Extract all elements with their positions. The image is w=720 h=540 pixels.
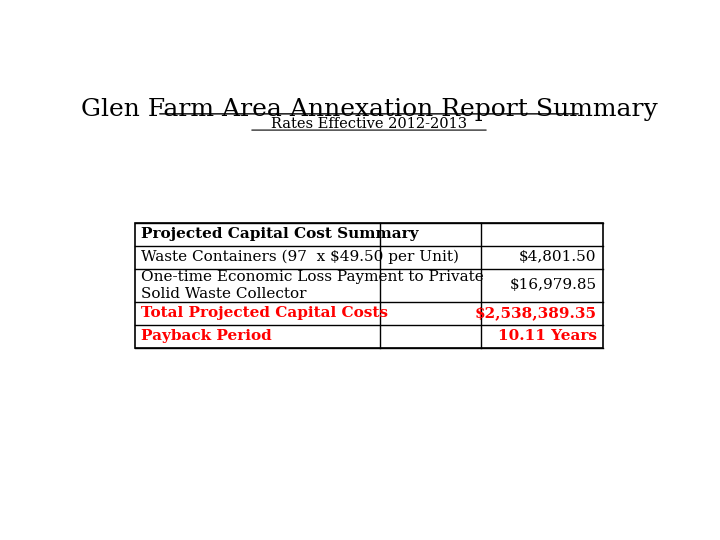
Text: $16,979.85: $16,979.85 xyxy=(510,278,597,292)
Text: $4,801.50: $4,801.50 xyxy=(519,250,597,264)
Text: $2,538,389.35: $2,538,389.35 xyxy=(474,306,597,320)
Text: Waste Containers (97  x $49.50 per Unit): Waste Containers (97 x $49.50 per Unit) xyxy=(141,250,459,264)
Text: 10.11 Years: 10.11 Years xyxy=(498,329,597,343)
Text: Glen Farm Area Annexation Report Summary: Glen Farm Area Annexation Report Summary xyxy=(81,98,657,121)
Text: Projected Capital Cost Summary: Projected Capital Cost Summary xyxy=(141,227,419,241)
Text: Total Projected Capital Costs: Total Projected Capital Costs xyxy=(141,306,388,320)
Text: Payback Period: Payback Period xyxy=(141,329,272,343)
Text: One-time Economic Loss Payment to Private
Solid Waste Collector: One-time Economic Loss Payment to Privat… xyxy=(141,269,484,301)
Text: Rates Effective 2012-2013: Rates Effective 2012-2013 xyxy=(271,117,467,131)
